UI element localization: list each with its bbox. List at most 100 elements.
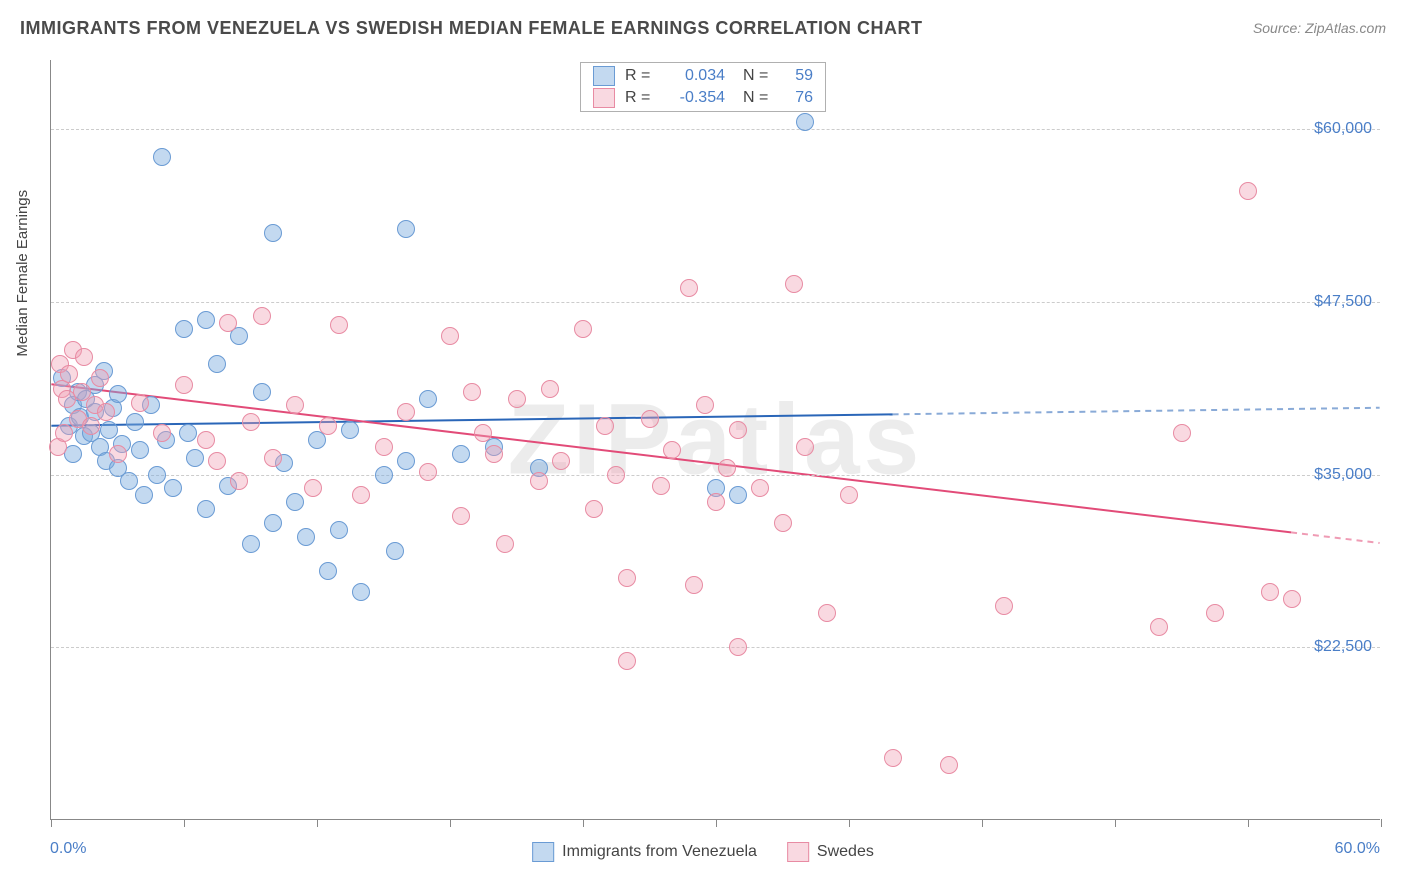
x-tick [849, 819, 850, 827]
data-point [1283, 590, 1301, 608]
x-tick [1115, 819, 1116, 827]
source-label: Source: ZipAtlas.com [1253, 20, 1386, 36]
n-value-0: 59 [783, 67, 813, 85]
data-point [1150, 618, 1168, 636]
plot-area: ZIPatlas $22,500$35,000$47,500$60,000 [50, 60, 1380, 820]
data-point [109, 445, 127, 463]
data-point [796, 438, 814, 456]
data-point [375, 466, 393, 484]
legend-item-1: Swedes [787, 842, 874, 862]
r-value-0: 0.034 [665, 67, 725, 85]
data-point [375, 438, 393, 456]
data-point [304, 479, 322, 497]
data-point [219, 314, 237, 332]
data-point [131, 394, 149, 412]
data-point [1173, 424, 1191, 442]
data-point [680, 279, 698, 297]
data-point [474, 424, 492, 442]
data-point [148, 466, 166, 484]
data-point [64, 445, 82, 463]
gridline [51, 302, 1380, 303]
data-point [179, 424, 197, 442]
data-point [397, 452, 415, 470]
data-point [135, 486, 153, 504]
data-point [264, 514, 282, 532]
y-tick-label: $35,000 [1314, 466, 1372, 484]
data-point [785, 275, 803, 293]
data-point [663, 441, 681, 459]
data-point [419, 390, 437, 408]
gridline [51, 129, 1380, 130]
data-point [818, 604, 836, 622]
data-point [796, 113, 814, 131]
data-point [840, 486, 858, 504]
data-point [153, 148, 171, 166]
data-point [153, 424, 171, 442]
data-point [596, 417, 614, 435]
chart-title: IMMIGRANTS FROM VENEZUELA VS SWEDISH MED… [20, 18, 923, 38]
data-point [386, 542, 404, 560]
y-axis-title: Median Female Earnings [14, 190, 31, 357]
swatch-series-1 [787, 842, 809, 862]
data-point [1239, 182, 1257, 200]
data-point [264, 449, 282, 467]
r-label: R = [625, 89, 655, 107]
data-point [175, 376, 193, 394]
data-point [319, 562, 337, 580]
data-point [729, 638, 747, 656]
data-point [352, 486, 370, 504]
data-point [397, 220, 415, 238]
x-tick [184, 819, 185, 827]
data-point [452, 445, 470, 463]
data-point [1206, 604, 1224, 622]
data-point [552, 452, 570, 470]
n-label: N = [743, 89, 773, 107]
swatch-series-1 [593, 88, 615, 108]
data-point [352, 583, 370, 601]
data-point [197, 311, 215, 329]
data-point [452, 507, 470, 525]
swatch-series-0 [593, 66, 615, 86]
data-point [729, 421, 747, 439]
data-point [126, 413, 144, 431]
n-value-1: 76 [783, 89, 813, 107]
data-point [330, 316, 348, 334]
r-label: R = [625, 67, 655, 85]
data-point [319, 417, 337, 435]
data-point [496, 535, 514, 553]
data-point [463, 383, 481, 401]
data-point [729, 486, 747, 504]
x-tick [982, 819, 983, 827]
data-point [82, 417, 100, 435]
data-point [585, 500, 603, 518]
data-point [995, 597, 1013, 615]
data-point [751, 479, 769, 497]
data-point [707, 493, 725, 511]
x-tick [317, 819, 318, 827]
data-point [940, 756, 958, 774]
stats-row-series-1: R = -0.354 N = 76 [581, 87, 825, 109]
data-point [131, 441, 149, 459]
data-point [618, 652, 636, 670]
data-point [120, 472, 138, 490]
data-point [208, 355, 226, 373]
data-point [286, 396, 304, 414]
x-tick [716, 819, 717, 827]
data-point [197, 431, 215, 449]
x-tick [450, 819, 451, 827]
data-point [230, 472, 248, 490]
n-label: N = [743, 67, 773, 85]
data-point [607, 466, 625, 484]
data-point [685, 576, 703, 594]
data-point [485, 445, 503, 463]
data-point [441, 327, 459, 345]
legend-label-1: Swedes [817, 843, 874, 861]
stats-row-series-0: R = 0.034 N = 59 [581, 65, 825, 87]
data-point [60, 365, 78, 383]
gridline [51, 647, 1380, 648]
legend-label-0: Immigrants from Venezuela [562, 843, 757, 861]
swatch-series-0 [532, 842, 554, 862]
data-point [397, 403, 415, 421]
data-point [618, 569, 636, 587]
x-tick [583, 819, 584, 827]
